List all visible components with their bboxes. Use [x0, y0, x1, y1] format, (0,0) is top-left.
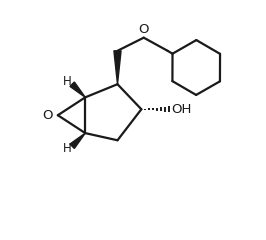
Text: OH: OH — [172, 103, 192, 116]
Polygon shape — [114, 51, 121, 84]
Text: H: H — [63, 142, 72, 155]
Polygon shape — [70, 133, 85, 149]
Text: O: O — [139, 23, 149, 36]
Text: O: O — [42, 109, 52, 122]
Polygon shape — [70, 82, 85, 97]
Text: H: H — [63, 75, 72, 88]
